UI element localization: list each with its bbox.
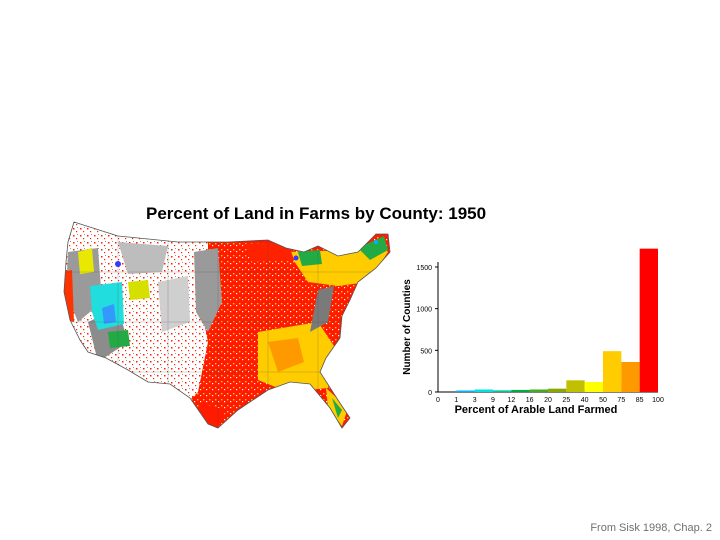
x-tick-label: 25 [562,397,570,404]
x-axis-label: Percent of Arable Land Farmed [455,404,618,416]
y-tick-label: 500 [420,348,432,355]
source-credit: From Sisk 1998, Chap. 2 [590,522,712,534]
y-tick-label: 1000 [416,307,432,314]
histogram-bar [456,390,475,392]
histogram-bar [566,380,585,392]
chart-title: Percent of Land in Farms by County: 1950 [146,204,487,223]
x-tick-label: 85 [636,397,644,404]
histogram-bar [511,389,530,392]
y-axis-label: Number of Counties [402,279,413,375]
x-tick-label: 100 [652,397,664,404]
histogram-bar [639,248,658,392]
x-tick-label: 9 [491,397,495,404]
x-tick-label: 3 [473,397,477,404]
histogram-bar [603,351,622,392]
x-tick-label: 16 [526,397,534,404]
histogram-bar [529,389,548,392]
x-tick-label: 20 [544,397,552,404]
x-tick-label: 50 [599,397,607,404]
us-county-farm-map [58,212,410,432]
x-tick-label: 0 [436,397,440,404]
histogram-bar [493,390,512,392]
y-tick-label: 1500 [416,265,432,272]
x-tick-label: 75 [617,397,625,404]
histogram-bar [621,362,640,392]
histogram-bar [584,382,603,392]
x-tick-label: 1 [454,397,458,404]
histogram-bar [548,388,567,392]
y-tick-label: 0 [428,390,432,397]
histogram-bar [474,389,493,392]
x-tick-label: 40 [581,397,589,404]
histogram-chart: 0 500 1000 1500 0 1 3 9 12 16 20 25 40 50 75 85 100 Num… [398,236,668,422]
x-tick-label: 12 [507,397,515,404]
